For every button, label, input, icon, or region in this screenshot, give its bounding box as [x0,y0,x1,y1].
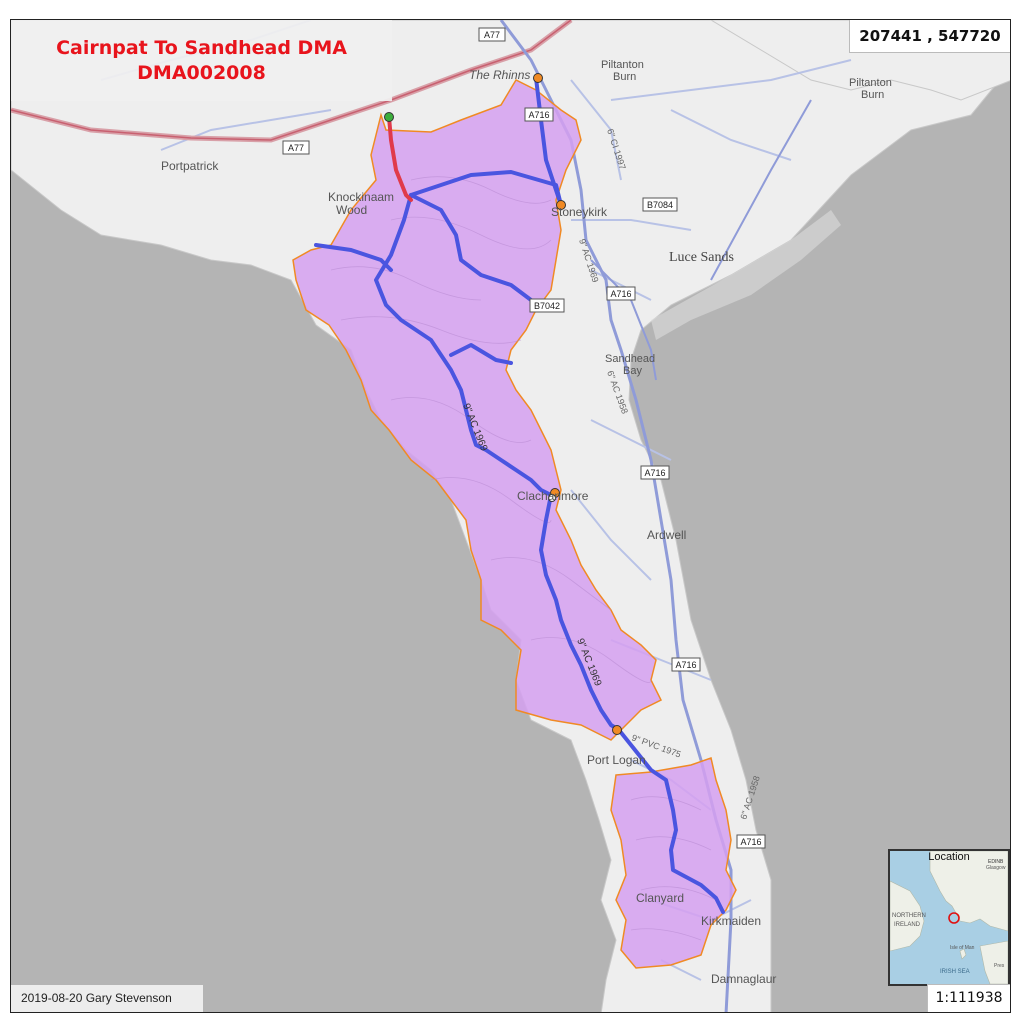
label-clanyard: Clanyard [636,891,684,905]
svg-text:Glasgow: Glasgow [986,865,1006,871]
label-piltanton-burn: Burn [861,89,884,101]
label-clachanmore: Clachanmore [517,489,589,503]
svg-text:A716: A716 [740,837,761,847]
label-knockinaam: Knockinaam [328,190,394,204]
label-port-logan: Port Logan [587,753,646,767]
svg-text:B7084: B7084 [647,200,673,210]
label-damnaglaur: Damnaglaur [711,972,776,986]
map-canvas[interactable]: A77 A77 A716 B7084 A716 B7042 A716 A716 … [11,20,1011,1013]
road-shield-b7084: B7084 [642,197,678,212]
road-shield-a716: A716 [671,657,701,672]
label-piltanton-burn: Piltanton [601,59,644,71]
svg-text:IRELAND: IRELAND [894,922,921,928]
road-shield-a77-left: A77 [282,140,310,155]
inset-land-ireland [890,880,925,952]
label-piltanton-burn: Piltanton [849,77,892,89]
coordinate-readout: 207441 , 547720 [849,20,1010,53]
node-marker-green [384,112,394,122]
label-the-rhinns: The Rhinns [469,68,530,82]
label-sandhead: Sandhead [605,353,655,365]
svg-text:EDINB: EDINB [988,859,1004,865]
scale-readout: 1:111938 [927,984,1010,1012]
inset-land-scotland [929,851,1008,932]
label-piltanton-burn: Burn [613,71,636,83]
svg-text:A716: A716 [610,289,631,299]
place-labels: The Rhinns Piltanton Burn Piltanton Burn… [161,42,1010,986]
node-marker [533,73,543,83]
label-portpatrick: Portpatrick [161,159,219,173]
location-inset[interactable]: Glasgow EDINB NORTHERN IRELAND Isle of M… [888,849,1010,986]
road-shield-a716: A716 [736,834,766,849]
svg-text:IRISH SEA: IRISH SEA [940,969,970,975]
author-credit: 2019-08-20 Gary Stevenson [11,985,203,1012]
map-title: Cairnpat To Sandhead DMA [56,37,347,59]
inset-land-iom [959,948,967,960]
inset-title: Location [928,851,970,863]
label-sandhead: Bay [623,365,642,377]
terrain-contours [330,176,717,941]
node-marker [612,725,622,735]
node-marker [556,200,566,210]
inset-land-england [979,940,1008,984]
luce-sands-shore [651,210,841,340]
road-shield-a716: A716 [640,465,670,480]
svg-text:A716: A716 [675,660,696,670]
label-knockinaam: Wood [336,203,367,217]
map-frame[interactable]: A77 A77 A716 B7084 A716 B7042 A716 A716 … [10,19,1011,1013]
svg-text:A716: A716 [528,110,549,120]
inset-map: Glasgow EDINB NORTHERN IRELAND Isle of M… [890,851,1008,984]
label-ardwell: Ardwell [647,528,686,542]
svg-text:A716: A716 [644,468,665,478]
label-luce-sands: Luce Sands [669,250,734,265]
road-shields: A77 A77 A716 B7084 A716 B7042 A716 A716 … [282,27,766,849]
title-panel: Cairnpat To Sandhead DMA DMA002008 [11,20,392,101]
node-marker [548,494,556,502]
road-shield-a716: A716 [524,107,554,122]
svg-text:Pres: Pres [994,963,1005,969]
water-mains [314,76,725,914]
svg-text:Isle of Man: Isle of Man [950,945,975,951]
label-stoneykirk: Stoneykirk [551,205,608,219]
road-shield-b7042: B7042 [529,298,565,313]
location-marker [948,912,960,924]
svg-text:A77: A77 [288,143,304,153]
svg-text:B7042: B7042 [534,301,560,311]
svg-text:NORTHERN: NORTHERN [892,913,926,919]
label-kirkmaiden: Kirkmaiden [701,914,761,928]
map-subtitle: DMA002008 [137,62,266,84]
svg-text:A77: A77 [484,30,500,40]
road-shield-a77-top: A77 [478,27,506,42]
red-main [387,115,413,202]
road-shield-a716: A716 [606,286,636,301]
